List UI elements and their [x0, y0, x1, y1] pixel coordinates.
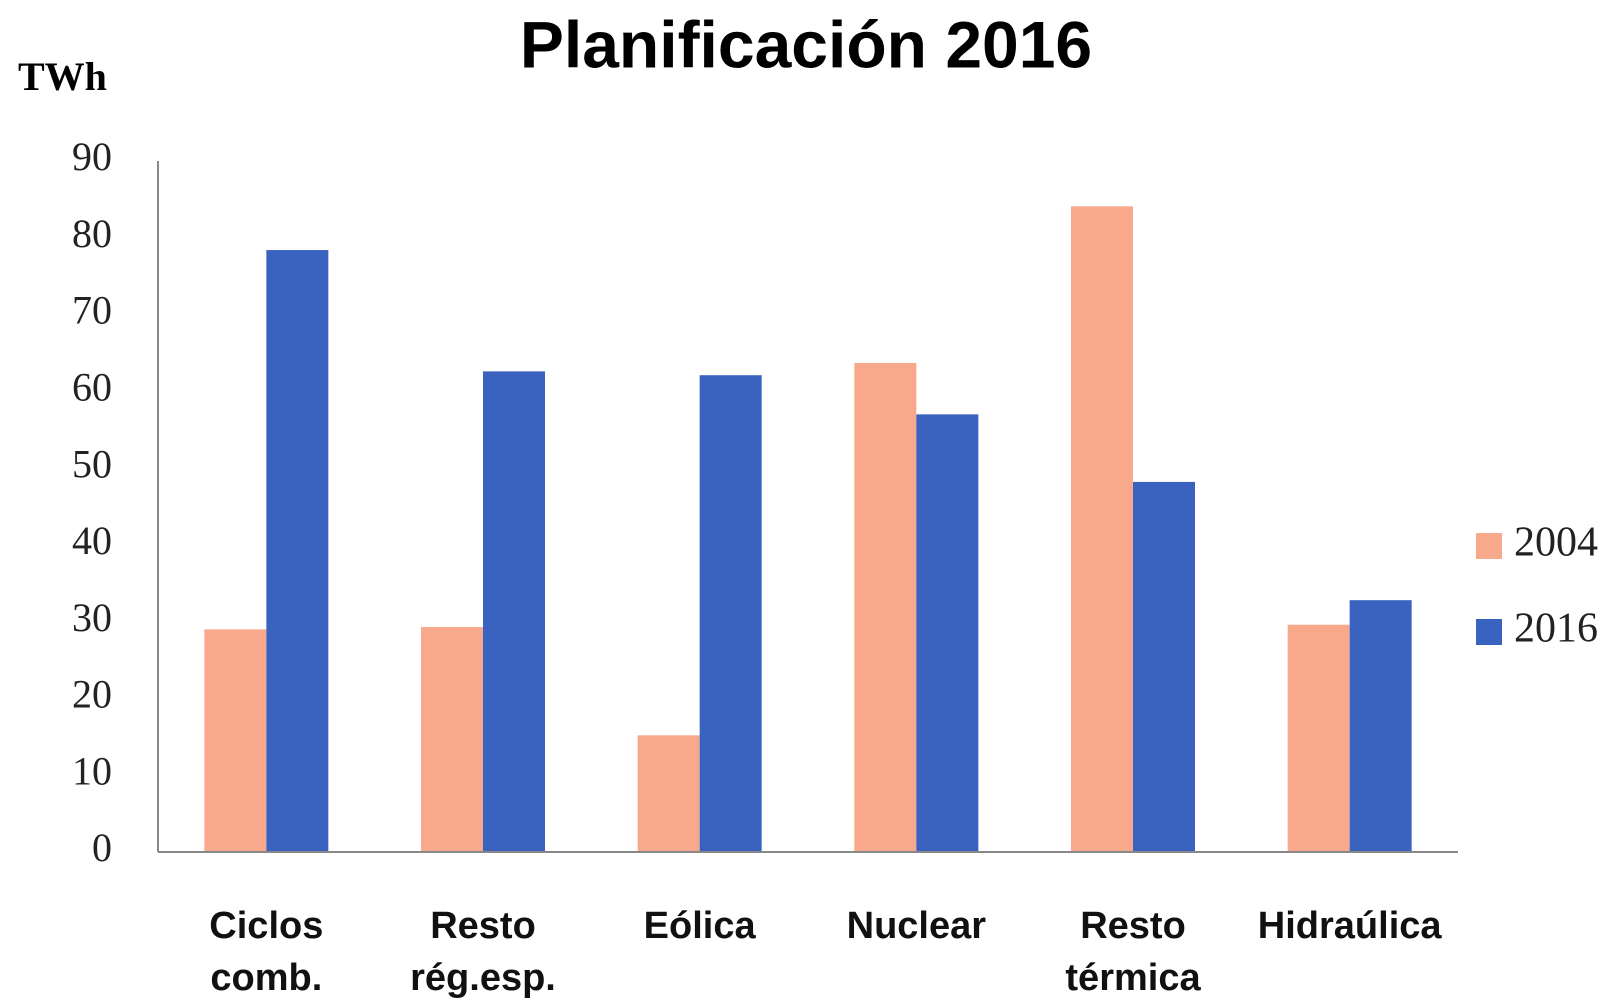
- y-tick-label: 40: [72, 518, 112, 563]
- legend-swatch: [1476, 619, 1502, 645]
- bar: [1133, 481, 1195, 852]
- y-tick-label: 70: [72, 288, 112, 333]
- x-tick-label: Resto térmica: [1065, 905, 1201, 999]
- bar: [637, 735, 700, 852]
- x-tick-label: Eólica: [643, 905, 756, 947]
- legend-label: 2004: [1514, 520, 1598, 566]
- y-tick-label: 20: [72, 672, 112, 717]
- x-tick-label: Resto rég.esp.: [410, 905, 556, 999]
- y-tick-label: 30: [72, 595, 112, 640]
- bar: [1071, 206, 1133, 852]
- y-tick-label: 10: [72, 748, 112, 793]
- bar: [266, 250, 329, 852]
- y-tick-label: 90: [72, 134, 112, 179]
- bar: [421, 627, 483, 852]
- x-tick-label: Ciclos comb.: [209, 905, 324, 999]
- legend-swatch: [1476, 533, 1502, 559]
- bar: [699, 375, 762, 852]
- y-tick-label: 50: [72, 441, 112, 486]
- chart-title: Planificación 2016: [520, 7, 1092, 81]
- y-tick-label: 80: [72, 211, 112, 256]
- x-tick-label: Hidraúlica: [1257, 905, 1442, 947]
- bar: [854, 362, 917, 852]
- x-tick-label: Nuclear: [846, 905, 987, 947]
- bar: [204, 629, 267, 852]
- y-tick-label: 60: [72, 365, 112, 410]
- bar: [483, 371, 545, 852]
- bar: [1287, 624, 1350, 852]
- bar: [916, 414, 979, 852]
- legend-label: 2016: [1514, 606, 1598, 652]
- y-tick-label: 0: [92, 825, 112, 870]
- bar: [1349, 600, 1412, 852]
- y-axis-label: TWh: [18, 54, 107, 99]
